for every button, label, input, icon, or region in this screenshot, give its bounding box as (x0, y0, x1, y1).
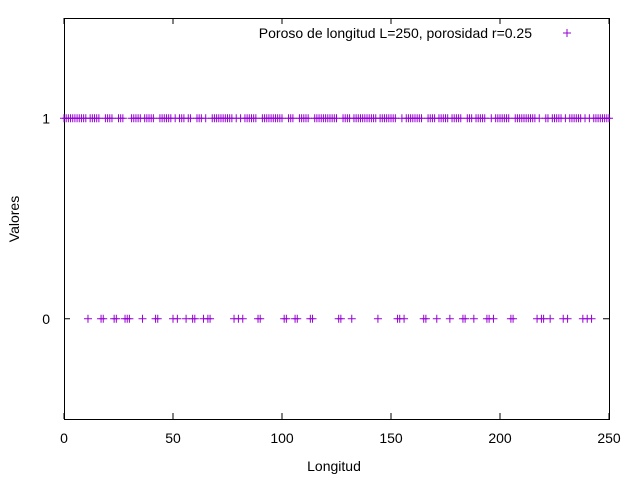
legend-label: Poroso de longitud L=250, porosidad r=0.… (259, 25, 532, 41)
legend-plus-marker (563, 29, 571, 37)
data-point (445, 314, 454, 323)
data-point (190, 314, 199, 323)
data-point (206, 314, 215, 323)
plot-frame (64, 18, 610, 420)
x-axis: 0 50 100 150 200 250 (60, 18, 621, 446)
y-tick-label: 1 (42, 110, 50, 126)
data-point (347, 314, 356, 323)
data-point (489, 314, 498, 323)
data-point (99, 314, 108, 323)
data-point (308, 314, 317, 323)
x-tick-label: 250 (597, 430, 621, 446)
y-axis: 01 (42, 110, 609, 327)
data-point (432, 314, 441, 323)
data-point (238, 314, 247, 323)
x-axis-label: Longitud (307, 458, 361, 474)
data-point (138, 314, 147, 323)
y-axis-label: Valores (6, 196, 22, 242)
data-point (546, 314, 555, 323)
data-point (256, 314, 265, 323)
data-point (469, 314, 478, 323)
data-point (282, 314, 291, 323)
data-point (400, 314, 409, 323)
data-point (336, 314, 345, 323)
data-point (605, 114, 613, 123)
x-tick-label: 150 (379, 430, 403, 446)
data-point (373, 314, 382, 323)
legend-marker (563, 29, 571, 37)
data-point (153, 314, 162, 323)
data-point (509, 314, 518, 323)
data-point (421, 314, 430, 323)
x-tick-label: 100 (270, 430, 294, 446)
data-points (60, 114, 613, 323)
data-point (563, 314, 572, 323)
legend: Poroso de longitud L=250, porosidad r=0.… (259, 25, 571, 41)
data-point (293, 314, 302, 323)
data-point (125, 314, 134, 323)
data-point (173, 314, 182, 323)
data-point (112, 314, 121, 323)
y-tick-label: 0 (42, 311, 50, 327)
data-point (461, 314, 470, 323)
data-point (587, 314, 596, 323)
data-point (118, 114, 127, 123)
x-tick-label: 0 (60, 430, 68, 446)
x-tick-label: 50 (165, 430, 181, 446)
x-tick-label: 200 (488, 430, 512, 446)
data-point (83, 314, 92, 323)
